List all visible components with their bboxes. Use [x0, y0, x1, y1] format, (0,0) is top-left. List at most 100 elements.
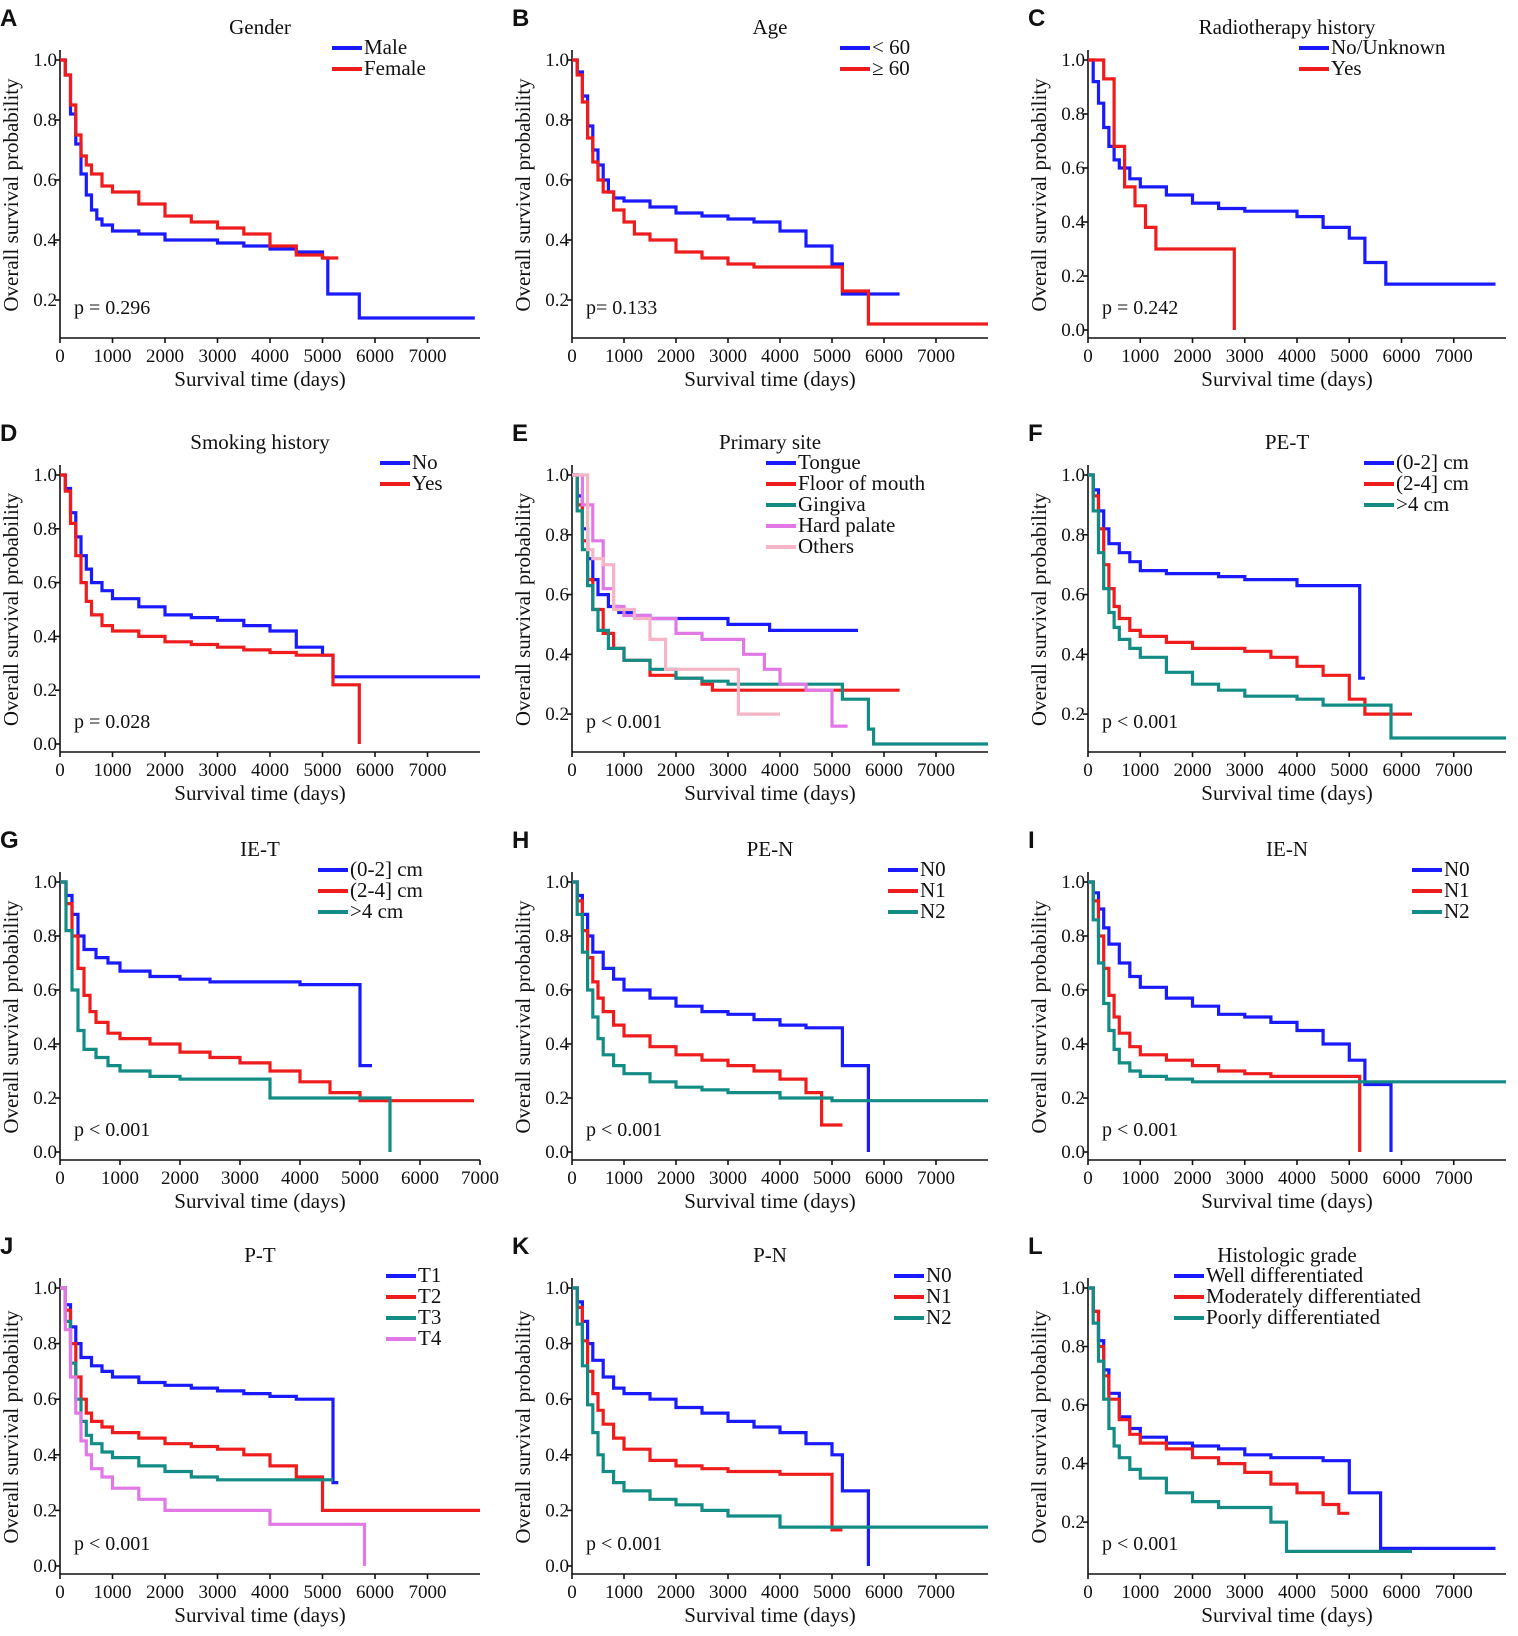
y-axis-label: Overall survival probability	[1027, 78, 1051, 312]
legend-label: Poorly differentiated	[1206, 1305, 1380, 1329]
y-tick-label: 0.4	[545, 644, 569, 665]
x-tick-label: 1000	[605, 346, 643, 367]
y-tick-label: 0.0	[545, 1556, 569, 1577]
x-tick-label: 3000	[1226, 346, 1264, 367]
legend-label: N2	[926, 1305, 952, 1329]
chart-title: PE-T	[1265, 430, 1310, 454]
y-tick-label: 1.0	[545, 50, 569, 71]
legend-label: (2-4] cm	[1396, 471, 1469, 495]
legend-label: >4 cm	[350, 899, 403, 923]
legend-label: Others	[798, 534, 854, 558]
km-curve-n0	[572, 880, 870, 1152]
x-tick-label: 4000	[761, 760, 799, 781]
y-tick-label: 0.4	[545, 1445, 569, 1466]
km-curve-no-unknown	[1088, 58, 1496, 286]
y-tick-label: 0.4	[1061, 1034, 1085, 1055]
x-tick-label: 6000	[1383, 1168, 1421, 1189]
y-tick-label: 0.2	[545, 1500, 569, 1521]
chart-title: Primary site	[719, 430, 821, 454]
y-tick-label: 0.8	[33, 519, 57, 540]
x-tick-label: 2000	[1174, 346, 1212, 367]
x-tick-label: 3000	[709, 1582, 747, 1603]
x-axis-label: Survival time (days)	[1201, 1189, 1372, 1213]
x-tick-label: 3000	[199, 1582, 237, 1603]
x-tick-label: 4000	[281, 1168, 319, 1189]
x-tick-label: 3000	[199, 760, 237, 781]
y-tick-label: 0.2	[33, 1500, 57, 1521]
x-tick-label: 1000	[1121, 1168, 1159, 1189]
y-tick-label: 0.4	[33, 230, 57, 251]
x-tick-label: 6000	[865, 1582, 903, 1603]
x-axis-label: Survival time (days)	[1201, 1603, 1372, 1627]
y-tick-label: 0.6	[545, 980, 569, 1001]
y-tick-label: 1.0	[545, 465, 569, 486]
legend-label: Moderately differentiated	[1206, 1284, 1421, 1308]
x-tick-label: 2000	[1174, 760, 1212, 781]
y-tick-label: 0.8	[33, 926, 57, 947]
x-tick-label: 4000	[1278, 346, 1316, 367]
legend-label: ≥ 60	[872, 56, 910, 80]
x-tick-label: 4000	[1278, 760, 1316, 781]
p-value: p < 0.001	[1102, 1119, 1178, 1141]
x-tick-label: 2000	[146, 760, 184, 781]
y-tick-label: 1.0	[33, 1278, 57, 1299]
panel-k: K P-N 1.0 0.8 0.6 0.4 0.2 0.0 0 1000 2000 3000 4000 5…	[511, 1233, 988, 1627]
km-curve-0-2-cm	[1088, 473, 1365, 680]
y-tick-label: 0.6	[1061, 158, 1085, 179]
x-axis-label: Survival time (days)	[684, 1603, 855, 1627]
x-tick-label: 4000	[1278, 1168, 1316, 1189]
x-tick-label: 7000	[409, 346, 447, 367]
km-curve-hard-palate	[572, 473, 848, 728]
legend-label: Hard palate	[798, 513, 895, 537]
p-value: p < 0.001	[586, 711, 662, 733]
y-tick-label: 0.2	[33, 290, 57, 311]
panel-j: J P-T 1.0 0.8 0.6 0.4 0.2 0.0 0 1000 2000 3000 4000 5…	[0, 1233, 480, 1627]
legend-label: N0	[1444, 857, 1470, 881]
x-axis-label: Survival time (days)	[684, 781, 855, 805]
y-tick-label: 1.0	[1061, 1278, 1085, 1299]
x-axis-label: Survival time (days)	[684, 1189, 855, 1213]
y-tick-label: 0.2	[33, 1088, 57, 1109]
y-tick-label: 0.6	[1061, 1395, 1085, 1416]
panel-f: F PE-T 1.0 0.8 0.6 0.4 0.2 0 1000 2000 3000 4000 500…	[1027, 420, 1506, 805]
legend-label: Gingiva	[798, 492, 866, 516]
chart-title: P-T	[244, 1243, 276, 1267]
x-tick-label: 6000	[865, 760, 903, 781]
y-tick-label: 0.6	[1061, 585, 1085, 606]
x-tick-label: 0	[1083, 346, 1093, 367]
legend-label: (2-4] cm	[350, 878, 423, 902]
x-tick-label: 0	[55, 1582, 65, 1603]
km-curve-60	[572, 58, 988, 326]
y-tick-label: 0.2	[1061, 704, 1085, 725]
panel-l: L Histologic grade 1.0 0.8 0.6 0.4 0.2 0 1000 200…	[1027, 1233, 1506, 1627]
y-tick-label: 0.8	[545, 926, 569, 947]
y-tick-label: 0.8	[545, 110, 569, 131]
x-axis-label: Survival time (days)	[174, 1189, 345, 1213]
x-axis-label: Survival time (days)	[174, 781, 345, 805]
x-tick-label: 7000	[917, 346, 955, 367]
y-tick-label: 1.0	[33, 50, 57, 71]
y-tick-label: 0.8	[1061, 525, 1085, 546]
y-tick-label: 0.6	[545, 1389, 569, 1410]
km-curve-n2	[572, 1286, 988, 1529]
legend-label: (0-2] cm	[1396, 450, 1469, 474]
x-tick-label: 3000	[709, 346, 747, 367]
x-tick-label: 5000	[304, 760, 342, 781]
x-tick-label: 5000	[813, 760, 851, 781]
panel-letter: K	[512, 1233, 530, 1260]
x-tick-label: 0	[55, 1168, 65, 1189]
x-tick-label: 7000	[409, 760, 447, 781]
legend-label: Yes	[412, 471, 443, 495]
y-tick-label: 0.0	[33, 1142, 57, 1163]
y-axis-label: Overall survival probability	[1027, 492, 1051, 726]
x-tick-label: 0	[567, 1582, 577, 1603]
legend-label: (0-2] cm	[350, 857, 423, 881]
x-tick-label: 3000	[1226, 1582, 1264, 1603]
x-tick-label: 0	[567, 760, 577, 781]
km-curve-moderately-differentiated	[1088, 1286, 1350, 1515]
panel-c: C Radiotherapy history 1.0 0.8 0.6 0.4 0.2 0.0 0…	[1027, 5, 1506, 391]
p-value: p < 0.001	[1102, 711, 1178, 733]
y-tick-label: 0.4	[33, 1445, 57, 1466]
km-curve-female	[60, 58, 339, 260]
